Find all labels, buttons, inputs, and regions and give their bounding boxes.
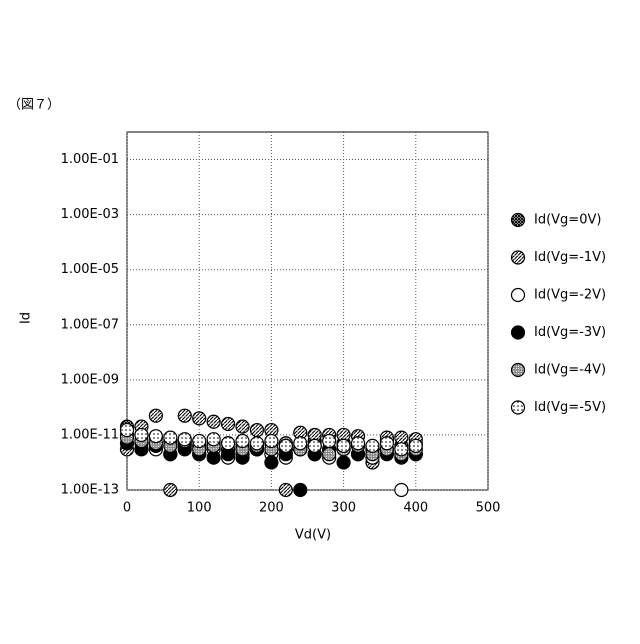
y-tick-label: 1.00E-03: [61, 207, 119, 222]
data-point: [178, 433, 191, 446]
data-point: [395, 431, 408, 444]
x-tick-label: 400: [403, 501, 428, 516]
data-point: [337, 456, 350, 469]
data-point: [337, 439, 350, 452]
legend-marker: [512, 289, 525, 302]
legend-label: Id(Vg=-2V): [534, 288, 606, 303]
data-point: [207, 451, 220, 464]
data-point: [250, 437, 263, 450]
legend-label: Id(Vg=-1V): [534, 250, 606, 265]
data-point: [207, 433, 220, 446]
data-point: [294, 484, 307, 497]
legend-marker: [512, 364, 525, 377]
data-point: [323, 448, 336, 461]
y-tick-label: 1.00E-07: [61, 317, 119, 332]
data-point: [395, 484, 408, 497]
x-axis-label: Vd(V): [295, 528, 331, 543]
data-point: [265, 456, 278, 469]
x-tick-label: 300: [331, 501, 356, 516]
y-axis-label: Id: [19, 312, 34, 324]
data-point: [193, 435, 206, 448]
x-tick-label: 500: [476, 501, 501, 516]
legend-label: Id(Vg=0V): [534, 213, 601, 228]
data-point: [207, 415, 220, 428]
data-point: [222, 417, 235, 430]
data-point: [366, 439, 379, 452]
data-point: [380, 437, 393, 450]
y-tick-label: 1.00E-11: [61, 427, 119, 442]
x-tick-label: 0: [123, 501, 131, 516]
data-point: [294, 437, 307, 450]
data-point: [121, 424, 134, 437]
data-point: [135, 428, 148, 441]
figure-label: （図７）: [8, 98, 60, 113]
y-tick-label: 1.00E-13: [61, 483, 119, 498]
data-point: [395, 443, 408, 456]
data-point: [236, 420, 249, 433]
data-point: [352, 437, 365, 450]
legend-label: Id(Vg=-4V): [534, 363, 606, 378]
legend-label: Id(Vg=-5V): [534, 400, 606, 415]
data-point: [279, 439, 292, 452]
x-tick-label: 200: [259, 501, 284, 516]
y-tick-label: 1.00E-09: [61, 372, 119, 387]
y-tick-label: 1.00E-01: [61, 152, 119, 167]
data-point: [193, 412, 206, 425]
data-point: [279, 484, 292, 497]
data-point: [222, 437, 235, 450]
data-point: [164, 431, 177, 444]
data-point: [178, 409, 191, 422]
data-point: [323, 435, 336, 448]
legend-marker: [512, 214, 525, 227]
data-point: [164, 484, 177, 497]
legend-marker: [512, 401, 525, 414]
data-point: [236, 435, 249, 448]
legend-label: Id(Vg=-3V): [534, 325, 606, 340]
data-point: [409, 439, 422, 452]
legend-marker: [512, 251, 525, 264]
data-point: [149, 409, 162, 422]
data-point: [265, 435, 278, 448]
x-tick-label: 100: [187, 501, 212, 516]
data-point: [149, 430, 162, 443]
data-point: [250, 424, 263, 437]
y-tick-label: 1.00E-05: [61, 262, 119, 277]
data-point: [308, 439, 321, 452]
legend-marker: [512, 326, 525, 339]
